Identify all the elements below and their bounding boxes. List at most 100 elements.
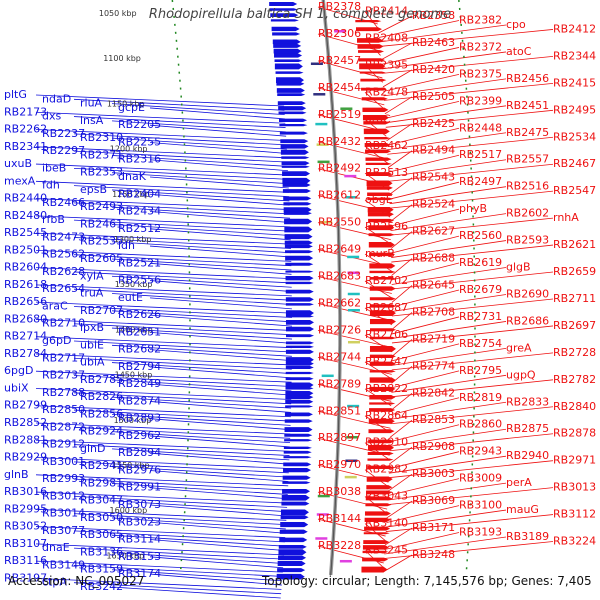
leader-line — [391, 298, 554, 317]
leader-line — [390, 419, 413, 438]
leader-line — [384, 527, 413, 546]
leader-line — [35, 319, 293, 331]
leader-line — [111, 310, 293, 323]
gene-label-left: lnsA — [80, 114, 104, 127]
misc-feature — [315, 537, 328, 540]
gene-label-left: RB2440 — [4, 192, 47, 205]
forward-gene — [355, 27, 382, 32]
reverse-gene — [285, 405, 314, 408]
gene-label-left: ubiE — [80, 338, 104, 351]
forward-gene — [369, 310, 396, 316]
gene-label-right: RB2524 — [412, 198, 455, 211]
gene-label-right: RB3013 — [553, 481, 596, 494]
leader-line — [111, 552, 284, 564]
leader-line — [384, 536, 507, 555]
reverse-gene — [285, 326, 314, 332]
gene-label-left: RB2981 — [80, 476, 123, 489]
gene-label-right: RB2690 — [506, 287, 549, 300]
reverse-gene — [280, 509, 309, 516]
leader-line — [149, 124, 287, 137]
kbp-tick-label: 1600 kbp — [110, 506, 148, 515]
leader-line — [73, 444, 290, 456]
misc-feature — [340, 107, 353, 110]
gene-label-left: RB3047 — [80, 494, 123, 507]
reverse-gene — [280, 149, 309, 155]
leader-line — [111, 431, 291, 444]
leader-line — [111, 586, 281, 599]
gene-label-right: RB2706 — [365, 328, 408, 341]
gene-label-left: epsB — [80, 183, 107, 196]
leader-line — [73, 150, 288, 163]
leader-line — [35, 370, 292, 383]
leader-line — [391, 235, 460, 254]
gene-label-right: RB2819 — [459, 391, 502, 404]
gene-label-right: RB2940 — [506, 449, 549, 462]
gene-label-right: RB2395 — [365, 58, 408, 71]
leader-line — [35, 180, 290, 193]
reverse-gene — [285, 371, 314, 375]
leader-line — [35, 301, 292, 314]
gene-label-left: gcpE — [118, 101, 145, 114]
forward-gene — [369, 336, 396, 340]
gene-label-left: RB2894 — [118, 446, 161, 459]
reverse-gene — [285, 270, 314, 273]
forward-gene — [365, 162, 392, 165]
gene-label-left: glnB — [4, 468, 29, 481]
kbp-tick-label: 1400 kbp — [115, 325, 153, 334]
gene-label-right: RB2982 — [365, 463, 408, 476]
gene-label-right: RB2475 — [506, 126, 549, 139]
reverse-gene — [278, 544, 307, 549]
gene-label-right: RB3228 — [318, 539, 361, 552]
leader-line — [381, 51, 507, 70]
gene-label-left: RB3114 — [118, 533, 161, 546]
gene-label-left: RB2737 — [42, 369, 85, 382]
leader-line — [390, 392, 413, 411]
forward-gene — [368, 429, 395, 434]
leader-line — [388, 460, 554, 479]
reverse-gene — [285, 345, 314, 349]
leader-line — [149, 228, 291, 241]
leader-line — [386, 500, 413, 519]
gene-label-left: RB3116 — [4, 554, 47, 567]
gene-label-right: greA — [506, 341, 532, 354]
forward-gene — [363, 532, 390, 535]
gene-label-left: RB2993 — [42, 472, 85, 485]
gene-label-left: RB2341 — [4, 140, 47, 153]
gene-label-right: RB2728 — [553, 346, 596, 359]
reverse-gene — [282, 183, 311, 187]
leader-line — [111, 327, 293, 340]
gene-label-left: RB2788 — [42, 386, 85, 399]
forward-gene — [367, 212, 394, 217]
reverse-gene — [285, 341, 314, 345]
gene-label-right: RB2412 — [553, 22, 596, 35]
reverse-gene — [284, 226, 313, 233]
reverse-gene — [272, 32, 301, 36]
gene-label-right: RB2494 — [412, 144, 455, 157]
forward-gene — [357, 44, 384, 49]
reverse-gene — [274, 59, 303, 63]
gene-label-left: RB3242 — [80, 580, 123, 593]
forward-gene — [368, 225, 395, 231]
leader-line — [389, 433, 554, 452]
forward-gene — [366, 186, 393, 190]
gene-label-right: RB2851 — [318, 404, 361, 417]
misc-feature — [339, 559, 352, 563]
reverse-gene — [281, 156, 310, 159]
leader-line — [149, 176, 289, 189]
reverse-gene — [278, 111, 307, 115]
leader-line — [35, 353, 292, 366]
gene-label-right: RB2425 — [412, 117, 455, 130]
gene-label-left: RB2297 — [42, 144, 85, 157]
gene-label-right: RB2516 — [506, 180, 549, 193]
gene-label-left: RB2480 — [4, 209, 47, 222]
reverse-gene — [285, 319, 314, 325]
gene-label-right: RB2557 — [506, 153, 549, 166]
leader-line — [388, 154, 460, 173]
gene-label-left: RB2912 — [42, 438, 85, 451]
leader-line — [73, 582, 282, 595]
gene-label-left: RB2605 — [80, 252, 123, 265]
gene-label-left: eutE — [118, 291, 143, 304]
leader-line — [73, 392, 292, 405]
leader-line — [111, 465, 289, 478]
misc-feature — [347, 271, 360, 275]
